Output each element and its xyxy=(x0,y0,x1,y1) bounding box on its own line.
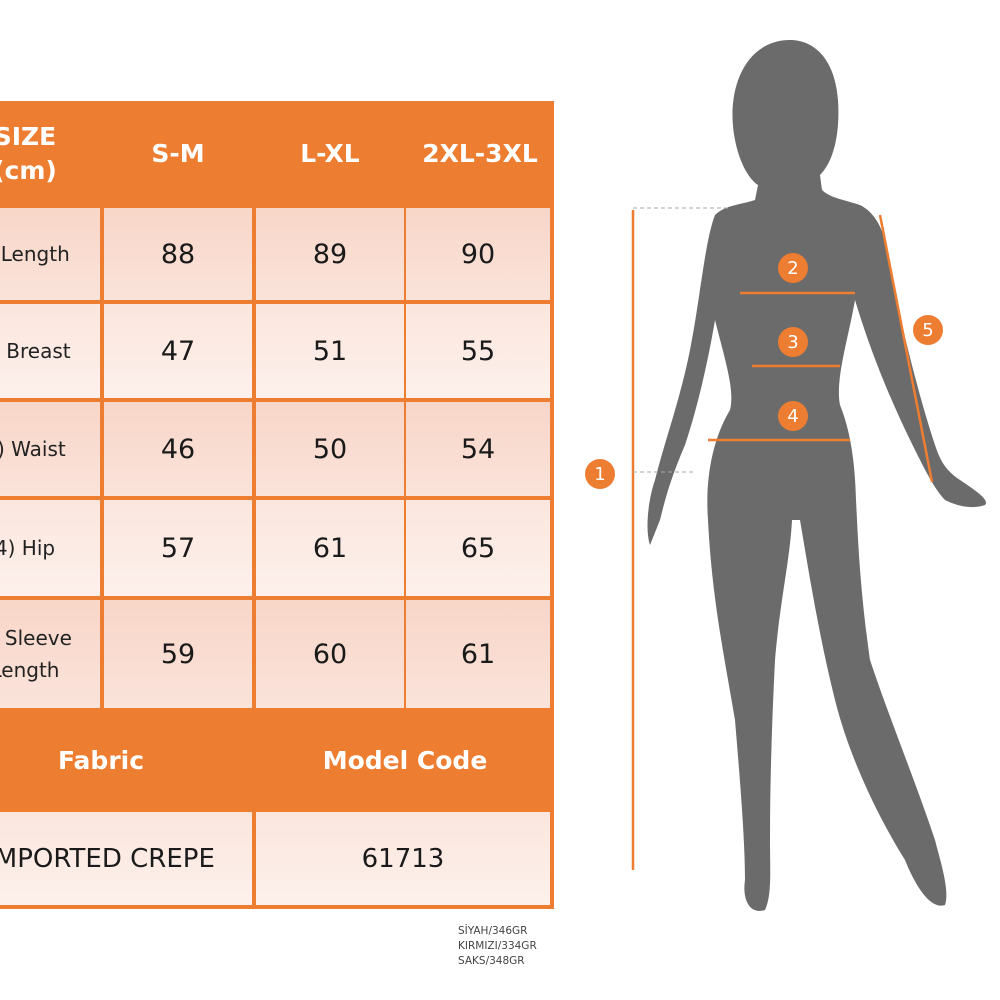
row-label: 2) Breast xyxy=(0,304,100,398)
svg-text:4: 4 xyxy=(787,406,798,427)
svg-text:2: 2 xyxy=(787,258,798,279)
model-code-header: Model Code xyxy=(322,746,488,775)
row-value: 61 xyxy=(406,600,550,708)
row-value: 59 xyxy=(104,600,252,708)
row-value: 65 xyxy=(406,500,550,596)
model-code-value: 61713 xyxy=(256,812,550,905)
row-label: 3) Waist xyxy=(0,402,100,496)
fabric-value: IMPORTED CREPE xyxy=(0,812,252,905)
svg-text:1: 1 xyxy=(594,464,605,485)
size-col-2xl-3xl: 2XL-3XL xyxy=(422,139,538,168)
row-value: 50 xyxy=(256,402,404,496)
weight-black: SİYAH/346GR xyxy=(458,925,528,937)
row-value: 88 xyxy=(104,208,252,300)
row-value: 57 xyxy=(104,500,252,596)
sleeve-line xyxy=(878,214,934,483)
size-col-s-m: S-M xyxy=(151,139,205,168)
measure-lines xyxy=(631,210,934,870)
row-value: 61 xyxy=(256,500,404,596)
row-value: 47 xyxy=(104,304,252,398)
body-silhouette-diagram: 1 2 3 4 5 xyxy=(585,40,986,911)
marker-2: 2 xyxy=(778,253,808,283)
row-value: 90 xyxy=(406,208,550,300)
marker-1: 1 xyxy=(585,459,615,489)
size-header: SIZE (cm) xyxy=(0,122,57,185)
marker-5: 5 xyxy=(913,315,943,345)
color-weights: SİYAH/346GR KIRMIZI/334GR SAKS/348GR xyxy=(458,924,537,969)
weight-red: KIRMIZI/334GR xyxy=(458,940,537,952)
row-value: 89 xyxy=(256,208,404,300)
row-value: 60 xyxy=(256,600,404,708)
svg-text:3: 3 xyxy=(787,332,798,353)
fabric-header: Fabric xyxy=(57,746,145,775)
row-value: 55 xyxy=(406,304,550,398)
row-value: 54 xyxy=(406,402,550,496)
silhouette xyxy=(647,40,986,911)
row-label: 4) Hip xyxy=(0,500,100,596)
size-col-l-xl: L-XL xyxy=(300,139,360,168)
row-label: 1)Length xyxy=(0,208,100,300)
row-value: 51 xyxy=(256,304,404,398)
row-value: 46 xyxy=(104,402,252,496)
marker-4: 4 xyxy=(778,401,808,431)
marker-3: 3 xyxy=(778,327,808,357)
row-label: 5) Sleeve Length xyxy=(0,600,100,708)
svg-text:5: 5 xyxy=(922,320,933,341)
weight-blue: SAKS/348GR xyxy=(458,955,525,967)
size-table: SIZE (cm) S-M L-XL 2XL-3XL 1)Length88899… xyxy=(0,101,554,909)
